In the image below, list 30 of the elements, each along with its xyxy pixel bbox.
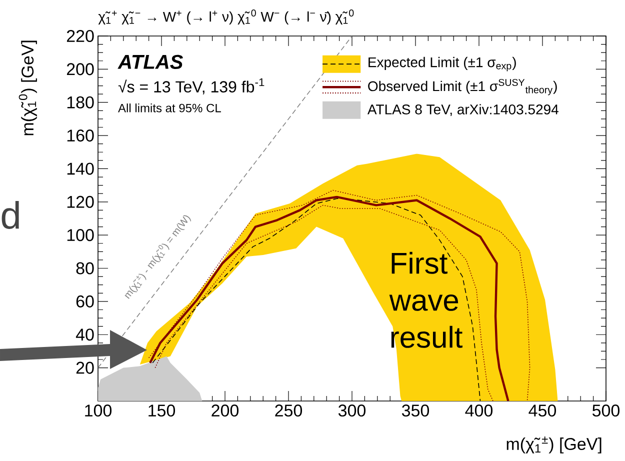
y-tick-label: 100 — [67, 229, 94, 242]
y-tick-label: 220 — [66, 30, 94, 42]
annotation: All limits at 95% CL — [118, 104, 221, 112]
y-tick-label: 180 — [67, 96, 94, 108]
x-tick-label: 300 — [338, 404, 366, 417]
legend-label: ATLAS 8 TeV, arXiv:1403.5294 — [367, 104, 558, 116]
x-tick-label: 400 — [465, 404, 493, 417]
legend-label: Expected Limit (±1 σ$_{exp}$) — [368, 56, 516, 72]
y-tick-label: 160 — [67, 130, 94, 142]
x-tick-label: 450 — [528, 404, 556, 417]
y-tick-label: 80 — [76, 262, 94, 274]
y-tick-label: 200 — [66, 63, 94, 76]
annotation: √s = 13 TeV, 139 fb$^{-1}$ — [118, 78, 264, 94]
y-axis-title: m(χ̃$_{1}$$^{0}$) [GeV] — [18, 40, 37, 136]
x-tick-label: 200 — [212, 404, 239, 417]
text: d — [2, 201, 19, 229]
x-tick-label: 100 — [85, 404, 112, 417]
y-tick-label: 60 — [76, 295, 94, 308]
x-tick-label: 500 — [592, 404, 620, 417]
x-axis-title: m(χ̃$_{1}$$^{±}$) [GeV] — [506, 436, 602, 454]
y-tick-label: 120 — [67, 196, 94, 208]
legend-label: Observed Limit (±1 σ$^{SUSY}$$_{theory}$) — [368, 78, 557, 96]
annotation: ATLAS — [118, 54, 183, 69]
x-tick-label: 150 — [148, 404, 176, 417]
x-tick-label: 350 — [402, 404, 430, 417]
chart-title: χ̃$_{1}$$^{+}$ χ̃$_{1}$$^{−}$ → W$^{+}$ (→ l$^{+}$ ν) χ̃$_{1}$$^{0}$ W$^{−}$ (→ l$^{−}$ ν̄) χ̃$_{1}$0 — [98, 10, 354, 24]
x-tick-label: 250 — [275, 404, 302, 417]
y-tick-label: 140 — [67, 162, 94, 175]
y-tick-label: 40 — [76, 328, 94, 341]
y-tick-label: 20 — [76, 362, 94, 374]
